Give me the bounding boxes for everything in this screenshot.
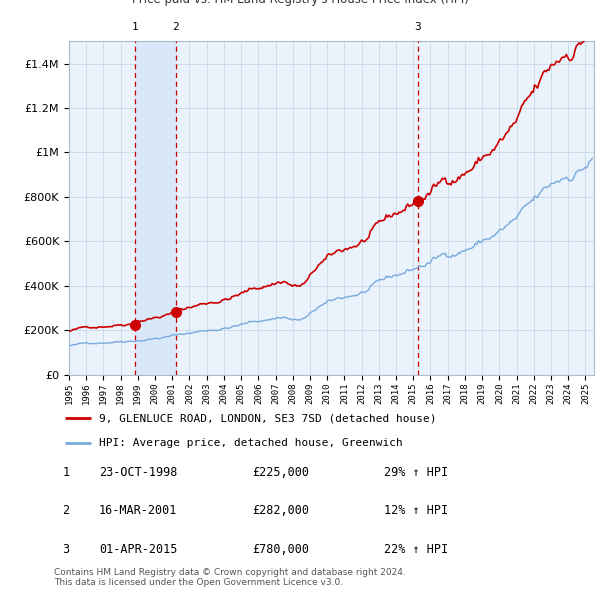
Text: 2: 2 [62, 504, 70, 517]
Text: £225,000: £225,000 [252, 466, 309, 479]
Text: 1: 1 [62, 466, 70, 479]
Text: £282,000: £282,000 [252, 504, 309, 517]
Text: 1: 1 [131, 22, 138, 32]
Text: 29% ↑ HPI: 29% ↑ HPI [384, 466, 448, 479]
Bar [134, 41, 176, 375]
Text: 3: 3 [414, 22, 421, 32]
Text: 12% ↑ HPI: 12% ↑ HPI [384, 504, 448, 517]
Text: 22% ↑ HPI: 22% ↑ HPI [384, 543, 448, 556]
Text: 23-OCT-1998: 23-OCT-1998 [99, 466, 178, 479]
Text: 01-APR-2015: 01-APR-2015 [99, 543, 178, 556]
Text: £780,000: £780,000 [252, 543, 309, 556]
Text: 3: 3 [62, 543, 70, 556]
Text: Contains HM Land Registry data © Crown copyright and database right 2024.
This d: Contains HM Land Registry data © Crown c… [54, 568, 406, 587]
Text: 2: 2 [173, 22, 179, 32]
Text: 9, GLENLUCE ROAD, LONDON, SE3 7SD (detached house): 9, GLENLUCE ROAD, LONDON, SE3 7SD (detac… [99, 413, 436, 423]
Text: HPI: Average price, detached house, Greenwich: HPI: Average price, detached house, Gree… [99, 438, 403, 448]
Text: Price paid vs. HM Land Registry's House Price Index (HPI): Price paid vs. HM Land Registry's House … [131, 0, 469, 6]
Text: 16-MAR-2001: 16-MAR-2001 [99, 504, 178, 517]
